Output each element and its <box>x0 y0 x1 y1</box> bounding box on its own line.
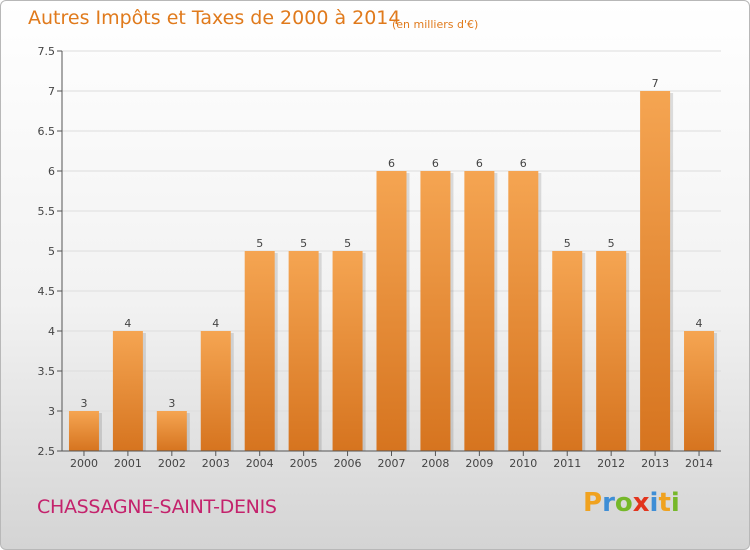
axes: 2.5 3 3.5 4 4.5 5 5.5 6 6.5 7 7.5 2000 2001 2002 2003 2… <box>38 45 721 470</box>
bar-2007 <box>376 171 407 451</box>
data-label: 6 <box>520 157 527 170</box>
chart-subtitle: (en milliers d'€) <box>392 18 479 31</box>
y-tick-label: 5.5 <box>38 205 56 218</box>
y-tick-label: 4.5 <box>38 285 56 298</box>
x-tick-label: 2014 <box>685 457 713 470</box>
bar-2010 <box>508 171 539 451</box>
x-tick-label: 2003 <box>202 457 230 470</box>
bar-2008 <box>420 171 451 451</box>
x-tick-label: 2002 <box>158 457 186 470</box>
data-label: 6 <box>432 157 439 170</box>
data-label: 6 <box>476 157 483 170</box>
data-label: 4 <box>124 317 131 330</box>
data-label: 5 <box>608 237 615 250</box>
data-label: 5 <box>564 237 571 250</box>
x-tick-label: 2009 <box>465 457 493 470</box>
logo-letter: t <box>658 488 671 518</box>
y-tick-label: 5 <box>48 245 55 258</box>
x-tick-label: 2011 <box>553 457 581 470</box>
data-label: 5 <box>256 237 263 250</box>
data-label: 4 <box>696 317 703 330</box>
data-label: 3 <box>168 397 175 410</box>
bar-2009 <box>464 171 495 451</box>
logo-letter: x <box>632 488 650 518</box>
data-label: 5 <box>344 237 351 250</box>
y-tick-label: 7.5 <box>38 45 56 58</box>
logo-letter: i <box>649 488 659 518</box>
bar-2000 <box>68 411 99 451</box>
data-label: 5 <box>300 237 307 250</box>
y-tick-label: 2.5 <box>38 445 56 458</box>
data-label: 3 <box>80 397 87 410</box>
bar-2011 <box>552 251 583 451</box>
bar-2014 <box>684 331 715 451</box>
bar-2013 <box>640 91 671 451</box>
bar-2004 <box>244 251 275 451</box>
x-tick-label: 2007 <box>378 457 406 470</box>
logo-letter: r <box>602 488 615 518</box>
x-tick-label: 2004 <box>246 457 274 470</box>
x-tick-label: 2008 <box>421 457 449 470</box>
logo-letter: o <box>614 488 633 518</box>
bar-2003 <box>200 331 231 451</box>
bars: 3 4 3 4 5 5 5 6 6 6 6 5 5 7 4 <box>68 77 718 451</box>
y-tick-label: 3 <box>48 405 55 418</box>
data-label: 6 <box>388 157 395 170</box>
bar-2001 <box>112 331 143 451</box>
y-tick-label: 6 <box>48 165 55 178</box>
y-tick-label: 4 <box>48 325 55 338</box>
data-label: 4 <box>212 317 219 330</box>
x-tick-label: 2001 <box>114 457 142 470</box>
data-label: 7 <box>652 77 659 90</box>
bar-2005 <box>288 251 319 451</box>
logo-letter: P <box>583 488 603 518</box>
proxiti-logo[interactable]: Proxiti <box>583 488 680 518</box>
x-tick-label: 2013 <box>641 457 669 470</box>
x-tick-label: 2012 <box>597 457 625 470</box>
logo-letter: i <box>670 488 680 518</box>
x-tick-label: 2005 <box>290 457 318 470</box>
bar-2002 <box>156 411 187 451</box>
y-tick-label: 6.5 <box>38 125 56 138</box>
x-tick-label: 2006 <box>334 457 362 470</box>
x-tick-label: 2000 <box>70 457 98 470</box>
x-tick-label: 2010 <box>509 457 537 470</box>
bar-2012 <box>596 251 627 451</box>
commune-name: CHASSAGNE-SAINT-DENIS <box>37 496 277 518</box>
chart-title: Autres Impôts et Taxes de 2000 à 2014 <box>28 7 401 29</box>
bar-2006 <box>332 251 363 451</box>
y-tick-label: 7 <box>48 85 55 98</box>
y-tick-label: 3.5 <box>38 365 56 378</box>
